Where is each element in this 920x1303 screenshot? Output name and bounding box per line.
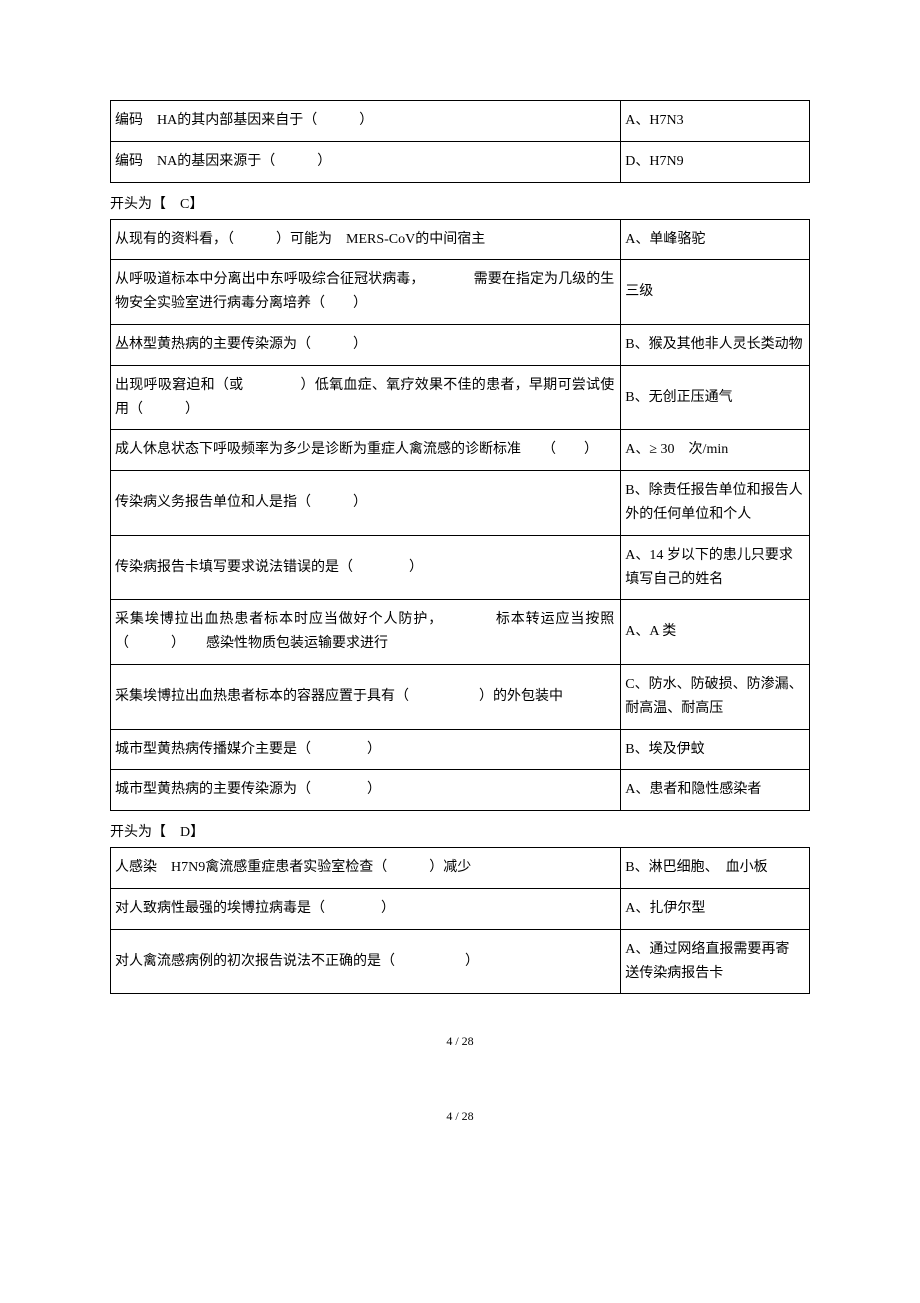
question-cell: 编码 NA的基因来源于（ ）	[111, 141, 621, 182]
question-cell: 丛林型黄热病的主要传染源为（ ）	[111, 324, 621, 365]
table-row: 丛林型黄热病的主要传染源为（ ） B、猴及其他非人灵长类动物	[111, 324, 810, 365]
table-top: 编码 HA的其内部基因来自于（ ） A、H7N3 编码 NA的基因来源于（ ） …	[110, 100, 810, 183]
question-cell: 采集埃博拉出血热患者标本时应当做好个人防护， 标本转运应当按照（ ） 感染性物质…	[111, 600, 621, 665]
question-cell: 从现有的资料看，（ ）可能为 MERS-CoV的中间宿主	[111, 219, 621, 260]
question-cell: 传染病报告卡填写要求说法错误的是（ ）	[111, 535, 621, 600]
table-row: 对人禽流感病例的初次报告说法不正确的是（ ） A、通过网络直报需要再寄送传染病报…	[111, 929, 810, 994]
question-cell: 传染病义务报告单位和人是指（ ）	[111, 471, 621, 536]
answer-cell: C、防水、防破损、防渗漏、耐高温、耐高压	[621, 664, 810, 729]
answer-cell: A、通过网络直报需要再寄送传染病报告卡	[621, 929, 810, 994]
table-row: 出现呼吸窘迫和（或 ）低氧血症、氧疗效果不佳的患者，早期可尝试使用（ ） B、无…	[111, 365, 810, 430]
answer-cell: A、单峰骆驼	[621, 219, 810, 260]
section-heading-d: 开头为【 D】	[110, 821, 810, 841]
table-row: 采集埃博拉出血热患者标本时应当做好个人防护， 标本转运应当按照（ ） 感染性物质…	[111, 600, 810, 665]
answer-cell: B、无创正压通气	[621, 365, 810, 430]
table-c: 从现有的资料看，（ ）可能为 MERS-CoV的中间宿主 A、单峰骆驼 从呼吸道…	[110, 219, 810, 812]
question-cell: 对人禽流感病例的初次报告说法不正确的是（ ）	[111, 929, 621, 994]
answer-cell: A、14 岁以下的患儿只要求填写自己的姓名	[621, 535, 810, 600]
section-heading-c: 开头为【 C】	[110, 193, 810, 213]
table-row: 人感染 H7N9禽流感重症患者实验室检查（ ）减少 B、淋巴细胞、 血小板	[111, 848, 810, 889]
answer-cell: A、A 类	[621, 600, 810, 665]
table-row: 从呼吸道标本中分离出中东呼吸综合征冠状病毒， 需要在指定为几级的生物安全实验室进…	[111, 260, 810, 325]
question-cell: 对人致病性最强的埃博拉病毒是（ ）	[111, 888, 621, 929]
question-cell: 编码 HA的其内部基因来自于（ ）	[111, 101, 621, 142]
table-row: 城市型黄热病的主要传染源为（ ） A、患者和隐性感染者	[111, 770, 810, 811]
question-cell: 采集埃博拉出血热患者标本的容器应置于具有（ ）的外包装中	[111, 664, 621, 729]
table-row: 编码 NA的基因来源于（ ） D、H7N9	[111, 141, 810, 182]
table-row: 编码 HA的其内部基因来自于（ ） A、H7N3	[111, 101, 810, 142]
table-row: 成人休息状态下呼吸频率为多少是诊断为重症人禽流感的诊断标准 （ ） A、≥ 30…	[111, 430, 810, 471]
table-row: 从现有的资料看，（ ）可能为 MERS-CoV的中间宿主 A、单峰骆驼	[111, 219, 810, 260]
question-cell: 城市型黄热病传播媒介主要是（ ）	[111, 729, 621, 770]
table-row: 采集埃博拉出血热患者标本的容器应置于具有（ ）的外包装中 C、防水、防破损、防渗…	[111, 664, 810, 729]
page-number: 4 / 28	[110, 1034, 810, 1049]
answer-cell: 三级	[621, 260, 810, 325]
question-cell: 城市型黄热病的主要传染源为（ ）	[111, 770, 621, 811]
question-cell: 出现呼吸窘迫和（或 ）低氧血症、氧疗效果不佳的患者，早期可尝试使用（ ）	[111, 365, 621, 430]
answer-cell: A、H7N3	[621, 101, 810, 142]
answer-cell: B、猴及其他非人灵长类动物	[621, 324, 810, 365]
answer-cell: D、H7N9	[621, 141, 810, 182]
question-cell: 从呼吸道标本中分离出中东呼吸综合征冠状病毒， 需要在指定为几级的生物安全实验室进…	[111, 260, 621, 325]
page-number: 4 / 28	[110, 1109, 810, 1124]
table-row: 对人致病性最强的埃博拉病毒是（ ） A、扎伊尔型	[111, 888, 810, 929]
question-cell: 人感染 H7N9禽流感重症患者实验室检查（ ）减少	[111, 848, 621, 889]
table-row: 传染病报告卡填写要求说法错误的是（ ） A、14 岁以下的患儿只要求填写自己的姓…	[111, 535, 810, 600]
table-row: 传染病义务报告单位和人是指（ ） B、除责任报告单位和报告人外的任何单位和个人	[111, 471, 810, 536]
question-cell: 成人休息状态下呼吸频率为多少是诊断为重症人禽流感的诊断标准 （ ）	[111, 430, 621, 471]
answer-cell: B、除责任报告单位和报告人外的任何单位和个人	[621, 471, 810, 536]
table-row: 城市型黄热病传播媒介主要是（ ） B、埃及伊蚊	[111, 729, 810, 770]
answer-cell: A、扎伊尔型	[621, 888, 810, 929]
document-page: 编码 HA的其内部基因来自于（ ） A、H7N3 编码 NA的基因来源于（ ） …	[0, 0, 920, 1124]
table-d: 人感染 H7N9禽流感重症患者实验室检查（ ）减少 B、淋巴细胞、 血小板 对人…	[110, 847, 810, 994]
answer-cell: A、患者和隐性感染者	[621, 770, 810, 811]
answer-cell: A、≥ 30 次/min	[621, 430, 810, 471]
answer-cell: B、埃及伊蚊	[621, 729, 810, 770]
answer-cell: B、淋巴细胞、 血小板	[621, 848, 810, 889]
